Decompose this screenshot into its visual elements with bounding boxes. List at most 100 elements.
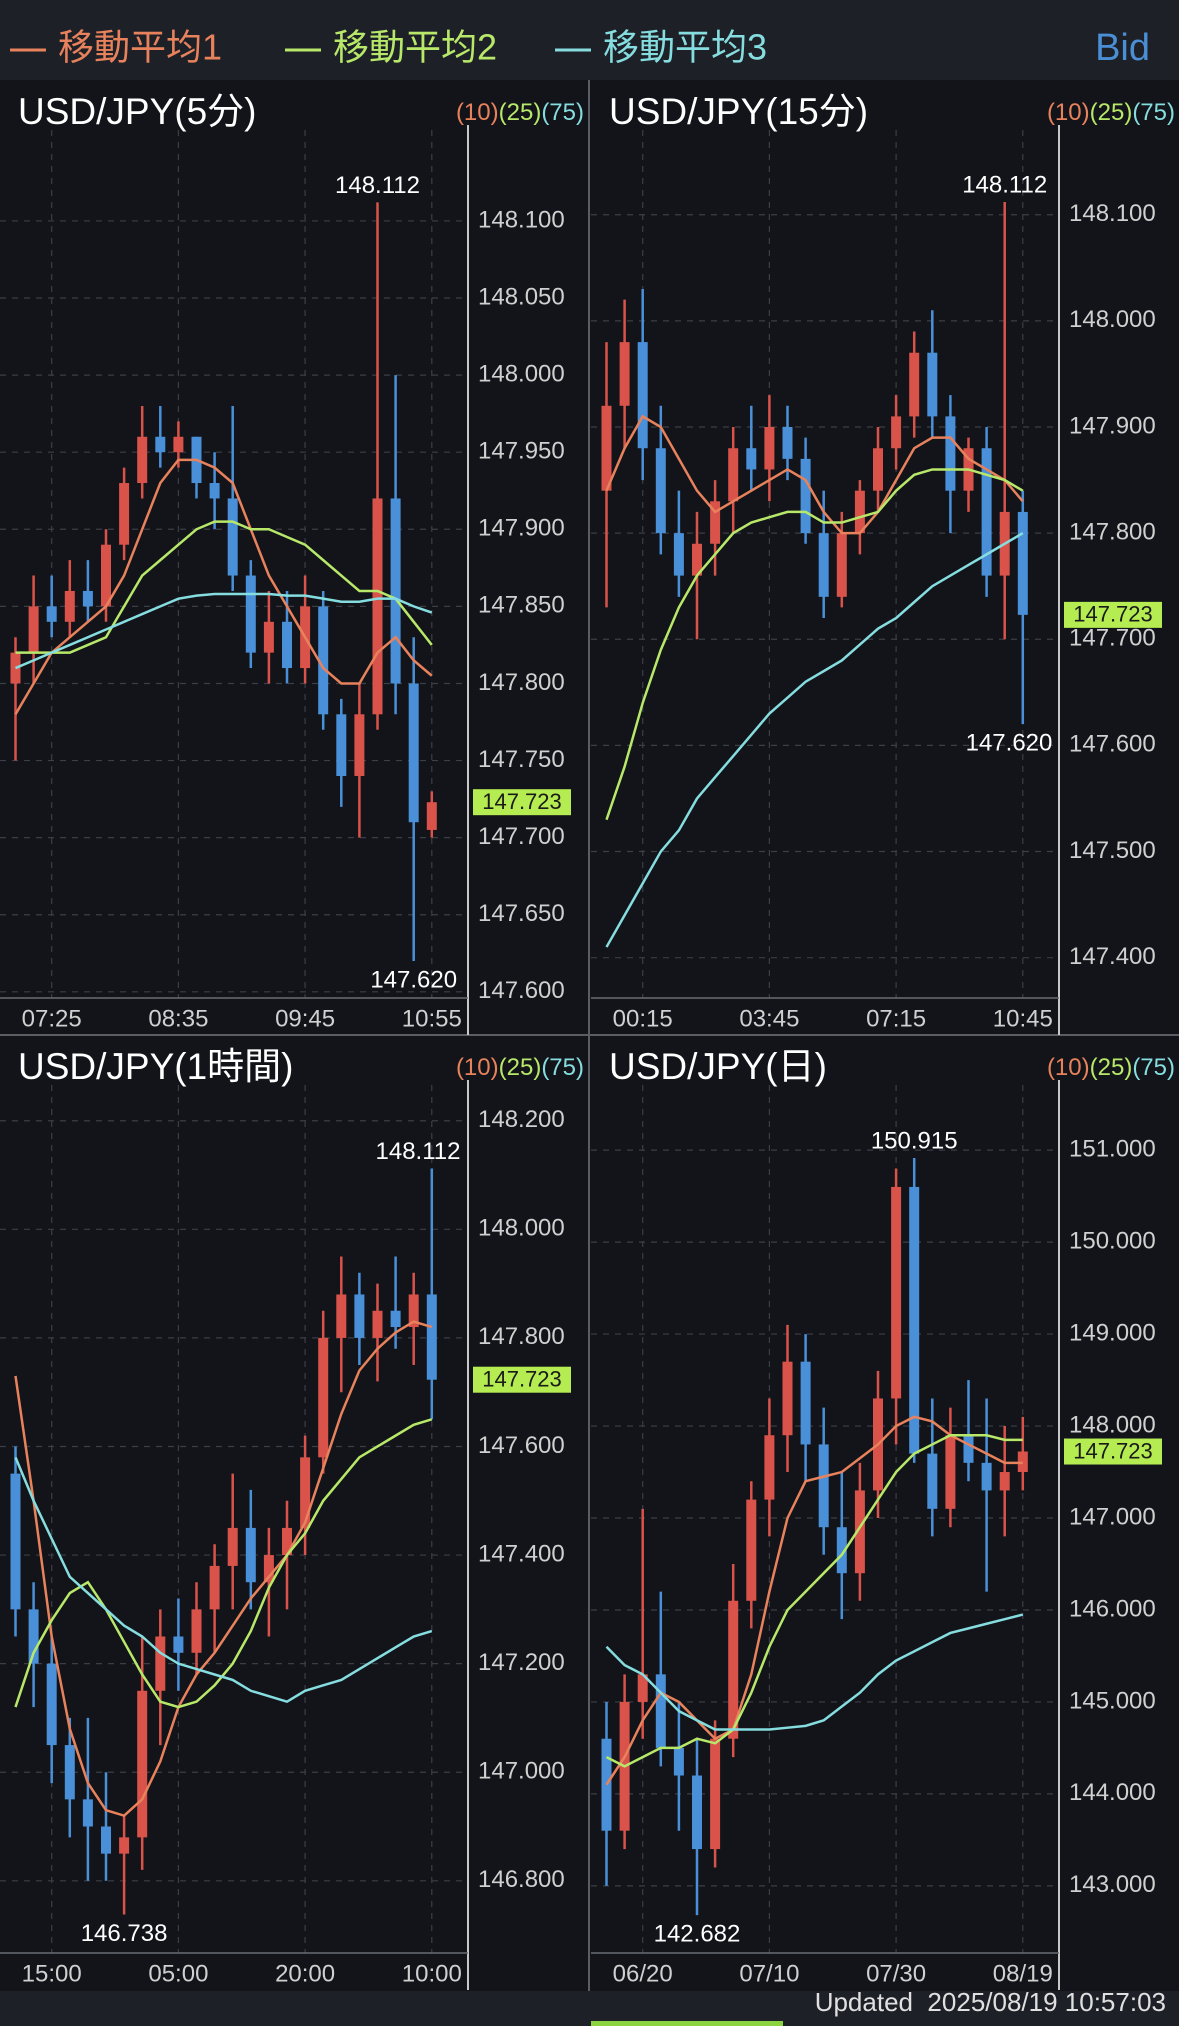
x-tick-label: 08/19 xyxy=(993,1960,1053,1987)
last-price-badge xyxy=(1064,1438,1162,1465)
low-label: 146.738 xyxy=(81,1920,168,1947)
candle-body xyxy=(28,606,39,653)
moving-average-line xyxy=(14,458,433,715)
x-tick-label: 07:25 xyxy=(22,1005,82,1032)
last-price-label: 147.723 xyxy=(482,1367,562,1392)
candle-body xyxy=(1017,1451,1028,1473)
candle-body xyxy=(426,1294,437,1380)
ma-periods: (10)(25)(75) xyxy=(456,99,584,126)
ma-period: (75) xyxy=(1132,1054,1175,1081)
candle-body xyxy=(263,1555,274,1583)
y-tick-label: 147.400 xyxy=(478,1540,565,1567)
candle-body xyxy=(263,621,274,653)
candle-body xyxy=(927,352,938,417)
x-tick-label: 07/30 xyxy=(866,1960,926,1987)
candle-body xyxy=(746,448,757,470)
moving-average-line xyxy=(605,468,1024,821)
candle-body xyxy=(1017,511,1028,615)
candle-body xyxy=(227,1527,238,1566)
ma-period: (75) xyxy=(1132,99,1175,126)
candle-body xyxy=(10,1473,21,1610)
candle-body xyxy=(746,1499,757,1601)
high-label: 148.112 xyxy=(335,172,420,199)
x-tick-label: 03:45 xyxy=(739,1005,799,1032)
candle-body xyxy=(137,1690,148,1838)
candle-body xyxy=(963,1435,974,1463)
y-tick-label: 147.800 xyxy=(478,669,565,696)
candle-body xyxy=(999,1472,1010,1491)
candle-body xyxy=(891,1186,902,1399)
moving-average-line xyxy=(605,1433,1023,1768)
candle-body xyxy=(945,416,956,491)
moving-average-line xyxy=(14,1418,433,1709)
x-tick-label: 10:00 xyxy=(402,1960,462,1987)
candle-body xyxy=(209,483,220,499)
candle-body xyxy=(390,1310,401,1328)
footer-bar xyxy=(0,1991,1179,2026)
candle-body xyxy=(818,533,829,597)
candle-body xyxy=(710,501,721,544)
y-tick-label: 148.000 xyxy=(478,1215,565,1242)
ma-periods: (10)(25)(75) xyxy=(1047,99,1175,126)
candle-body xyxy=(981,448,992,576)
candle-body xyxy=(101,544,111,607)
moving-average-line xyxy=(605,414,1024,535)
candle-body xyxy=(873,448,883,491)
moving-average-line xyxy=(605,532,1024,948)
candle-body xyxy=(209,1565,220,1610)
x-tick-label: 07:15 xyxy=(866,1005,926,1032)
candle-body xyxy=(891,416,902,449)
candle-body xyxy=(372,1310,383,1338)
y-tick-label: 148.100 xyxy=(478,206,565,233)
y-tick-label: 151.000 xyxy=(1069,1135,1156,1162)
candle-body xyxy=(601,405,612,491)
candle-body xyxy=(764,427,775,470)
moving-average-line xyxy=(14,1456,433,1703)
candle-body xyxy=(728,448,739,502)
candle-body xyxy=(64,590,75,622)
legend-label: 移動平均1 xyxy=(58,27,222,68)
x-tick-label: 10:45 xyxy=(993,1005,1053,1032)
candle-body xyxy=(909,1186,920,1454)
candle-body xyxy=(336,1294,347,1338)
candle-body xyxy=(854,1490,865,1574)
high-label: 150.915 xyxy=(871,1127,958,1154)
chart-title: USD/JPY(日) xyxy=(609,1046,827,1087)
moving-average-line xyxy=(605,1415,1023,1786)
ma-periods: (10)(25)(75) xyxy=(1047,1054,1175,1081)
ma-period: (25) xyxy=(499,99,542,126)
y-tick-label: 147.500 xyxy=(1069,837,1156,864)
candle-body xyxy=(318,606,329,715)
y-tick-label: 147.750 xyxy=(478,746,565,773)
legend-label: 移動平均2 xyxy=(333,27,497,68)
candle-body xyxy=(191,1609,202,1653)
y-tick-label: 146.000 xyxy=(1069,1595,1156,1622)
candle-body xyxy=(728,1600,739,1739)
y-tick-label: 147.900 xyxy=(478,515,565,542)
candle-body xyxy=(764,1435,775,1500)
x-tick-label: 09:45 xyxy=(275,1005,335,1032)
low-label: 142.682 xyxy=(654,1920,741,1947)
y-tick-label: 147.800 xyxy=(1069,518,1156,545)
candle-body xyxy=(800,1361,811,1445)
y-tick-label: 146.800 xyxy=(478,1866,565,1893)
price-type[interactable]: Bid xyxy=(1095,27,1150,69)
y-tick-label: 149.000 xyxy=(1069,1319,1156,1346)
candle-body xyxy=(408,683,419,823)
x-tick-label: 07/10 xyxy=(739,1960,799,1987)
y-tick-label: 148.000 xyxy=(1069,306,1156,333)
ma-period: (10) xyxy=(456,99,499,126)
candle-body xyxy=(710,1738,721,1850)
y-tick-label: 148.050 xyxy=(478,283,565,310)
high-label: 148.112 xyxy=(376,1138,461,1165)
candle-body xyxy=(173,1636,184,1653)
candle-body xyxy=(390,498,401,684)
candle-body xyxy=(137,436,148,484)
ma-periods: (10)(25)(75) xyxy=(456,1054,584,1081)
candle-body xyxy=(318,1337,329,1458)
candle-body xyxy=(82,1799,93,1827)
candle-body xyxy=(173,436,184,453)
y-tick-label: 147.000 xyxy=(1069,1503,1156,1530)
y-tick-label: 144.000 xyxy=(1069,1779,1156,1806)
